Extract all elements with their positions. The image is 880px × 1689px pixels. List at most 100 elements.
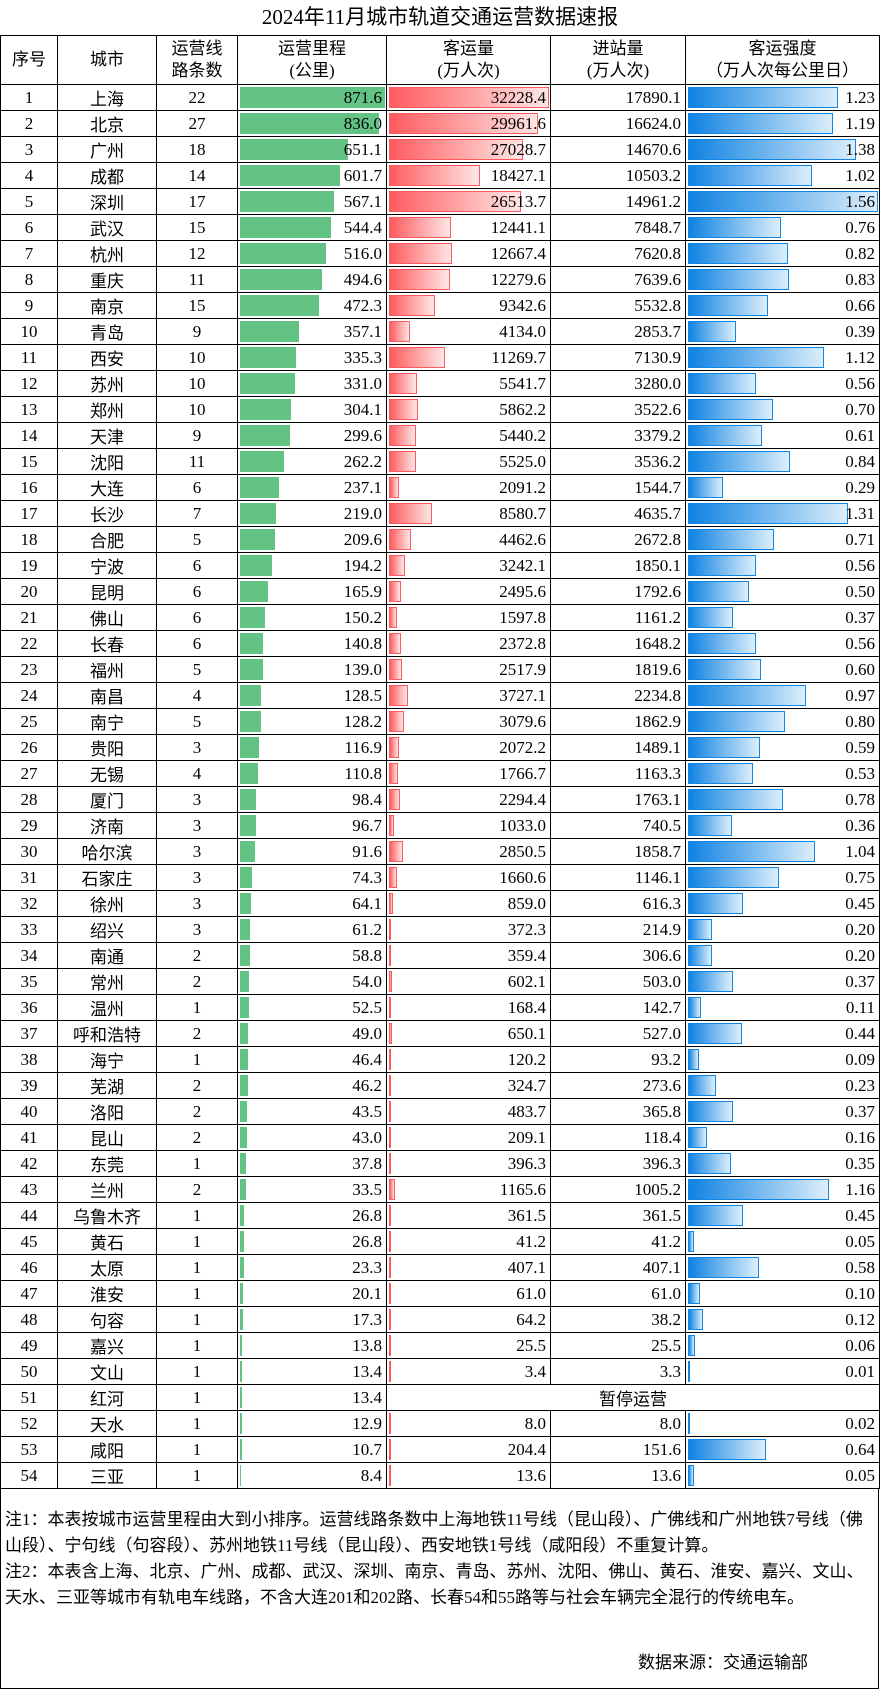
cell-intensity-value: 0.37 (845, 607, 875, 627)
cell-entries: 527.0 (550, 1020, 686, 1047)
cell-city: 合肥 (57, 526, 157, 553)
cell-mileage-bar (240, 529, 275, 550)
cell-mileage-value: 299.6 (343, 425, 382, 445)
cell-passengers-value: 8.0 (524, 1413, 546, 1433)
cell-intensity: 1.23 (685, 84, 880, 111)
cell-passengers-value: 407.1 (507, 1257, 546, 1277)
cell-passengers-value: 5541.7 (499, 373, 546, 393)
cell-mileage-value: 98.4 (352, 789, 382, 809)
page-title: 2024年11月城市轨道交通运营数据速报 (261, 5, 619, 29)
cell-lines-value: 4 (192, 685, 202, 705)
cell-passengers: 3727.1 (386, 682, 551, 709)
cell-passengers: 5862.2 (386, 396, 551, 423)
cell-entries-value: 361.5 (642, 1205, 681, 1225)
cell-mileage-bar (240, 737, 260, 758)
cell-no: 39 (0, 1072, 58, 1099)
cell-lines-value: 1 (192, 1387, 202, 1407)
cell-passengers-bar (389, 997, 391, 1018)
cell-passengers-bar (389, 815, 395, 836)
cell-no: 31 (0, 864, 58, 891)
cell-lines-value: 1 (192, 1439, 202, 1459)
cell-intensity: 1.12 (685, 344, 880, 371)
cell-lines: 7 (156, 500, 238, 527)
cell-no: 6 (0, 214, 58, 241)
cell-entries: 142.7 (550, 994, 686, 1021)
cell-lines-value: 2 (192, 1075, 202, 1095)
cell-passengers-bar (389, 737, 400, 758)
cell-passengers-bar (389, 971, 392, 992)
cell-city-value: 淮安 (90, 1286, 124, 1305)
cell-entries-value: 1858.7 (634, 841, 681, 861)
table-row: 39 芜湖 2 46.2 324.7 273.6 0.23 (0, 1072, 880, 1099)
cell-intensity-value: 0.16 (845, 1127, 875, 1147)
cell-no: 21 (0, 604, 58, 631)
table-row: 20 昆明 6 165.9 2495.6 1792.6 0.50 (0, 578, 880, 605)
cell-mileage-bar (240, 893, 251, 914)
cell-lines-value: 10 (188, 347, 206, 367)
cell-mileage-bar (240, 191, 335, 212)
cell-intensity: 0.64 (685, 1436, 880, 1463)
cell-mileage: 49.0 (237, 1020, 387, 1047)
cell-no: 52 (0, 1410, 58, 1437)
cell-mileage-bar (240, 1361, 243, 1382)
cell-lines-value: 3 (192, 867, 202, 887)
cell-lines: 6 (156, 552, 238, 579)
cell-entries-value: 365.8 (642, 1101, 681, 1121)
cell-no: 54 (0, 1462, 58, 1489)
cell-no: 8 (0, 266, 58, 293)
cell-passengers-value: 361.5 (507, 1205, 546, 1225)
cell-passengers: 3242.1 (386, 552, 551, 579)
cell-mileage: 37.8 (237, 1150, 387, 1177)
cell-entries-value: 3522.6 (634, 399, 681, 419)
cell-no-value: 44 (20, 1205, 38, 1225)
cell-lines: 1 (156, 1228, 238, 1255)
cell-passengers-bar (389, 1179, 395, 1200)
cell-lines: 6 (156, 604, 238, 631)
cell-passengers-bar (389, 321, 410, 342)
cell-lines: 10 (156, 370, 238, 397)
cell-passengers-bar (389, 269, 450, 290)
cell-mileage: 331.0 (237, 370, 387, 397)
cell-passengers-value: 3727.1 (499, 685, 546, 705)
cell-intensity-bar (688, 1309, 703, 1330)
cell-passengers-value: 168.4 (507, 997, 546, 1017)
cell-mileage-bar (240, 1465, 242, 1486)
cell-intensity-value: 0.23 (845, 1075, 875, 1095)
cell-entries-value: 503.0 (642, 971, 681, 991)
cell-no-value: 45 (20, 1231, 38, 1251)
cell-intensity-value: 1.04 (845, 841, 875, 861)
cell-mileage-value: 8.4 (360, 1465, 382, 1485)
cell-no-value: 40 (20, 1101, 38, 1121)
cell-lines-value: 1 (192, 1335, 202, 1355)
cell-entries-value: 13.6 (651, 1465, 681, 1485)
cell-passengers-value: 32228.4 (490, 87, 546, 107)
cell-mileage-value: 64.1 (352, 893, 382, 913)
cell-no: 48 (0, 1306, 58, 1333)
cell-entries-value: 7639.6 (634, 269, 681, 289)
cell-entries-value: 740.5 (642, 815, 681, 835)
cell-no: 49 (0, 1332, 58, 1359)
cell-passengers-value: 26513.7 (490, 191, 546, 211)
cell-mileage-value: 110.8 (344, 763, 382, 783)
cell-passengers-bar (389, 893, 394, 914)
cell-city: 成都 (57, 162, 157, 189)
cell-intensity-value: 0.50 (845, 581, 875, 601)
cell-mileage: 494.6 (237, 266, 387, 293)
cell-no: 30 (0, 838, 58, 865)
cell-passengers-bar (389, 217, 451, 238)
cell-city-value: 南宁 (90, 714, 124, 733)
cell-no: 37 (0, 1020, 58, 1047)
cell-lines: 2 (156, 1124, 238, 1151)
cell-no-value: 17 (20, 503, 38, 523)
cell-intensity-value: 0.20 (845, 919, 875, 939)
cell-lines-value: 6 (192, 581, 202, 601)
cell-entries: 17890.1 (550, 84, 686, 111)
cell-no-value: 36 (20, 997, 38, 1017)
cell-entries-value: 61.0 (651, 1283, 681, 1303)
cell-city: 福州 (57, 656, 157, 683)
cell-city: 重庆 (57, 266, 157, 293)
cell-intensity-bar (688, 373, 757, 394)
cell-lines: 10 (156, 344, 238, 371)
cell-no: 18 (0, 526, 58, 553)
cell-intensity-value: 1.31 (845, 503, 875, 523)
